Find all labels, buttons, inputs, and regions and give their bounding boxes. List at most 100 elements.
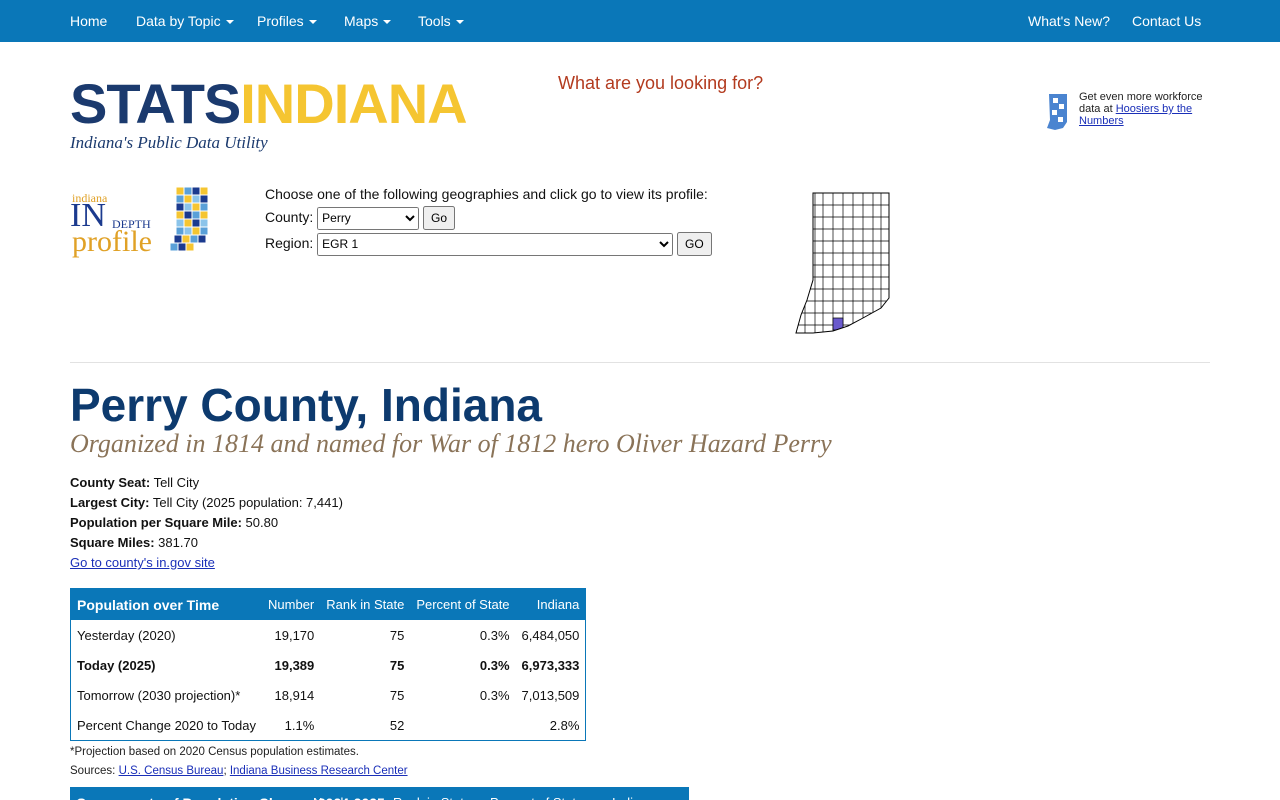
column-header: Indiana — [515, 588, 586, 620]
site-logo[interactable]: STATSINDIANA — [70, 72, 468, 135]
nav-text: Data by Topic — [136, 13, 221, 29]
nav-link[interactable]: Home — [70, 13, 107, 29]
column-header: Population over Time — [70, 588, 263, 620]
logo-depth: DEPTH — [112, 217, 151, 231]
nav-text: Maps — [344, 13, 379, 29]
fact: Square Miles: 381.70 — [70, 533, 343, 553]
indiana-county-map[interactable] — [793, 190, 893, 338]
column-header: Components of Population Change, 2024-20… — [76, 795, 385, 800]
table-cell — [410, 710, 515, 741]
table-row: Tomorrow (2030 projection)* 18,914 75 0.3% 7… — [71, 680, 586, 710]
column-header: Rank in State — [393, 795, 471, 800]
promo-link[interactable]: Hoosiers by the Numbers — [1079, 103, 1193, 127]
table-row: Percent Change 2020 to Today 1.1% 52 2.8% — [71, 710, 586, 741]
county-label: County: — [265, 209, 314, 225]
nav-text: Profiles — [257, 13, 304, 29]
county-subtitle: Organized in 1814 and named for War of 1… — [70, 429, 832, 458]
nav-link[interactable]: Data by Topic — [136, 13, 234, 29]
sources-separator: ; — [223, 765, 227, 777]
table-cell: 19,170 — [274, 627, 315, 643]
logo-map — [170, 186, 209, 252]
table-cell: 75 — [389, 627, 405, 643]
table-cell: 19,389 — [274, 657, 315, 673]
nav-link[interactable]: Tools — [418, 13, 464, 29]
fact-label: Largest City: — [70, 495, 150, 510]
table-cell: 18,914 — [274, 687, 315, 703]
county-go[interactable]: Go — [423, 206, 456, 230]
table-notes: *Projection based on 2020 Census populat… — [70, 743, 408, 781]
region-row: Region: EGR 1 GO — [265, 232, 712, 256]
projection-note: *Projection based on 2020 Census populat… — [70, 746, 359, 758]
fact-value: Tell City (2025 population: 7,441) — [152, 495, 343, 510]
county-facts: County Seat: Tell City Largest City: Tell… — [70, 473, 343, 573]
table-body: Yesterday (2020) 19,170 75 0.3% 6,484,050 Tod… — [71, 620, 586, 741]
fact-value: 381.70 — [158, 535, 198, 550]
column-header: Percent of State — [410, 588, 516, 620]
table-cell: Tomorrow (2030 projection)* — [77, 687, 241, 703]
source-link[interactable]: U.S. Census Bureau — [118, 765, 224, 777]
table-cell: Today (2025) — [77, 657, 156, 673]
table-cell: 7,013,509 — [521, 687, 580, 703]
nav-text: Home — [70, 13, 108, 29]
selector-prompt: Choose one of the following geographies … — [265, 186, 708, 202]
fact-label: Population per Square Mile: — [70, 515, 242, 530]
nav-link[interactable]: Profiles — [257, 13, 317, 29]
table-header: Population over Time Number Rank in State P… — [70, 588, 586, 620]
logo-stats: STATS — [70, 72, 241, 135]
caret — [455, 20, 464, 25]
table-row: Today (2025) 19,389 75 0.3% 6,973,333 — [71, 650, 586, 680]
table-cell: 52 — [389, 717, 405, 733]
column-header: Rank in State — [320, 588, 411, 620]
promo-text: Get even more workforce data at — [1079, 91, 1203, 115]
column-header: Indiana — [612, 795, 655, 800]
components-table-header: Components of Population Change, 2024-20… — [70, 787, 689, 800]
nav-link[interactable]: Maps — [344, 13, 392, 29]
nav-link[interactable]: What's New? — [1028, 13, 1111, 29]
table-cell: Percent Change 2020 to Today — [77, 717, 257, 733]
population-table: Population over Time Number Rank in State P… — [70, 588, 587, 741]
sources: Sources: U.S. Census Bureau; Indiana Bus… — [70, 762, 408, 781]
caret — [225, 20, 234, 25]
column-header: Percent of State — [490, 795, 583, 800]
table-cell: 75 — [389, 657, 405, 673]
table-cell: 75 — [389, 687, 405, 703]
logo-in: IN — [70, 197, 106, 234]
logo-indiana: INDIANA — [240, 72, 467, 135]
region-select[interactable]: EGR 1 — [317, 232, 674, 256]
region-label: Region: — [265, 235, 314, 251]
county-select[interactable]: Perry — [317, 206, 420, 230]
region-go[interactable]: GO — [677, 232, 712, 256]
table-cell: Yesterday (2020) — [77, 627, 176, 643]
column-header: Number — [313, 795, 359, 800]
table-cell: 6,973,333 — [521, 657, 580, 673]
search-prompt[interactable]: What are you looking for? — [558, 73, 764, 93]
column-header: Number — [262, 588, 321, 620]
table-cell: 0.3% — [479, 627, 510, 643]
profile-logo: indiana IN DEPTH profile — [70, 185, 215, 265]
county-row: County: Perry Go — [265, 206, 456, 230]
logo-profile: profile — [72, 225, 152, 258]
county-site-link[interactable]: Go to county's in.gov site — [70, 555, 215, 570]
fact-value: Tell City — [153, 475, 200, 490]
nav-text: Tools — [418, 13, 451, 29]
fact-value: 50.80 — [245, 515, 279, 530]
fact: Population per Square Mile: 50.80 — [70, 513, 343, 533]
hoosiers-icon — [1047, 94, 1067, 130]
promo: Get even more workforce data at Hoosiers… — [1079, 91, 1214, 127]
top-nav: Home Data by Topic Profiles Maps Tools What's… — [0, 0, 1280, 42]
county-title: Perry County, Indiana — [70, 379, 543, 431]
source-link[interactable]: Indiana Business Research Center — [229, 765, 408, 777]
fact: County Seat: Tell City — [70, 473, 343, 493]
table-cell: 0.3% — [479, 687, 510, 703]
fact-label: County Seat: — [70, 475, 151, 490]
sources-label: Sources: — [70, 765, 116, 777]
logo-small-text: indiana — [72, 191, 108, 205]
table-cell: 6,484,050 — [521, 627, 580, 643]
table-cell: 0.3% — [479, 657, 510, 673]
tagline: Indiana's Public Data Utility — [70, 133, 268, 152]
fact-label: Square Miles: — [70, 535, 155, 550]
nav-link[interactable]: Contact Us — [1132, 13, 1202, 29]
caret — [308, 20, 317, 25]
